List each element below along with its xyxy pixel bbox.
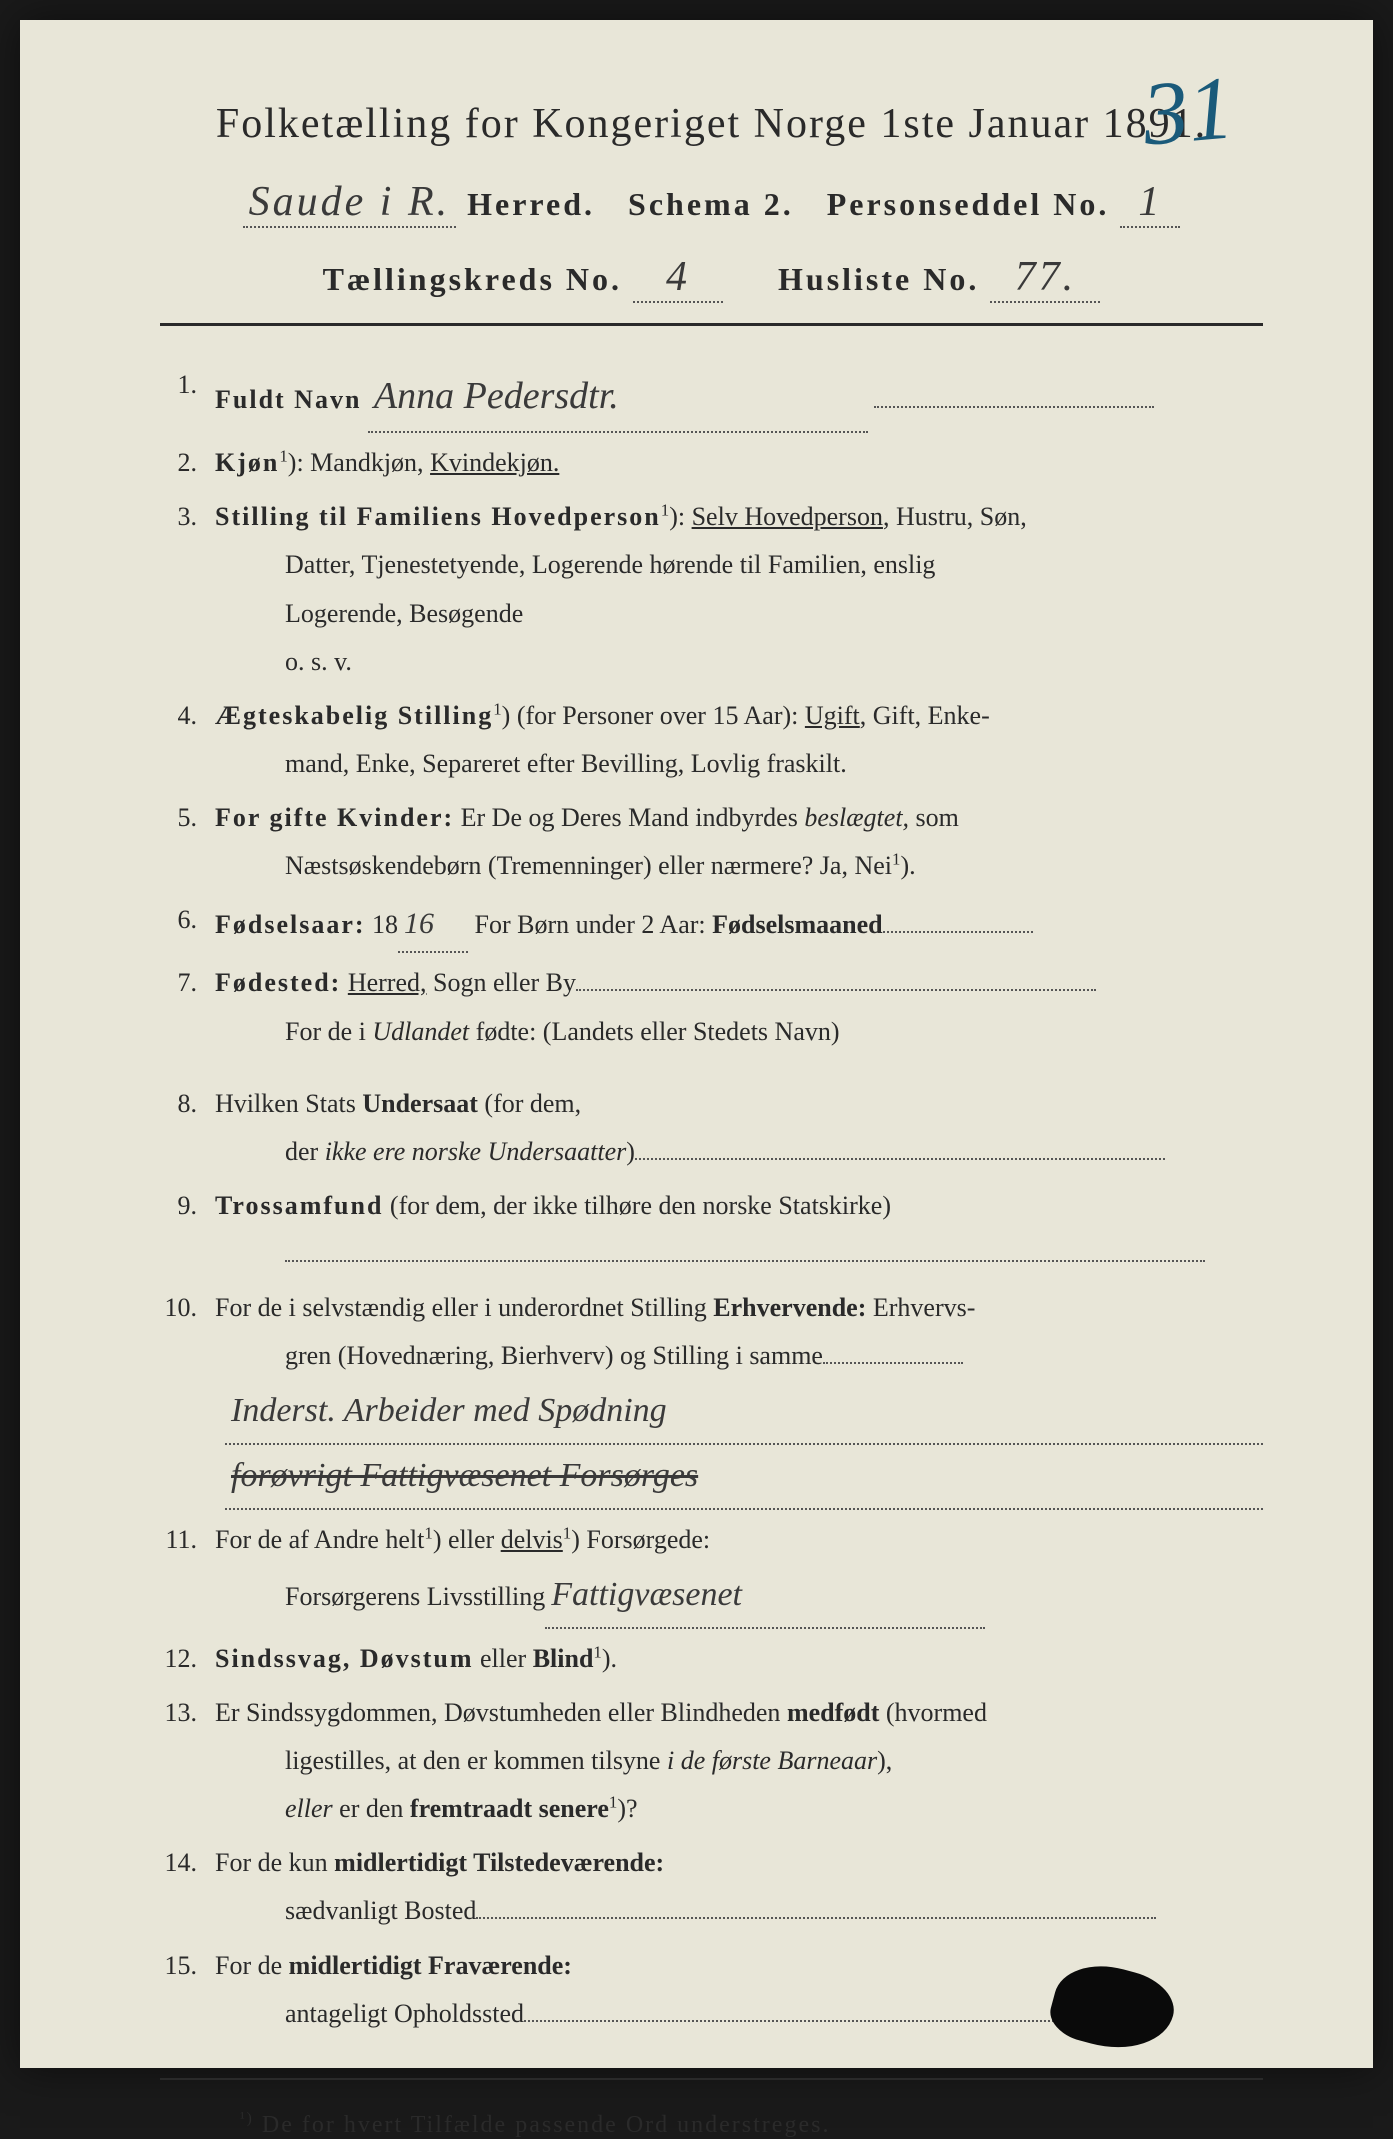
label-gifte-kvinder: For gifte Kvinder: bbox=[215, 803, 454, 832]
item-14-line2: sædvanligt Bosted bbox=[215, 1887, 1263, 1935]
item-5: 5. For gifte Kvinder: Er De og Deres Man… bbox=[160, 794, 1263, 890]
item-7-line2: For de i Udlandet fødte: (Landets eller … bbox=[215, 1008, 1263, 1056]
item-9: 9. Trossamfund (for dem, der ikke tilhør… bbox=[160, 1182, 1263, 1278]
personseddel-label: Personseddel No. bbox=[827, 186, 1110, 222]
item-13-line2: ligestilles, at den er kommen tilsyne i … bbox=[215, 1737, 1263, 1785]
item-13: 13. Er Sindssygdommen, Døvstumheden elle… bbox=[160, 1689, 1263, 1833]
item-13-line3: eller er den fremtraadt senere1)? bbox=[215, 1785, 1263, 1833]
label-aegteskab: Ægteskabelig Stilling bbox=[215, 701, 493, 730]
item-10-line2: gren (Hovednæring, Bierhverv) og Stillin… bbox=[215, 1332, 1263, 1380]
item-num: 10. bbox=[160, 1284, 215, 1510]
item-num: 14. bbox=[160, 1839, 215, 1935]
label-fuldt-navn: Fuldt Navn bbox=[215, 385, 361, 414]
kjon-text: ): Mandkjøn, bbox=[288, 448, 430, 477]
item-num: 5. bbox=[160, 794, 215, 890]
forsorger-hw: Fattigvæsenet bbox=[545, 1564, 985, 1629]
census-form-page: 31 Folketælling for Kongeriget Norge 1st… bbox=[20, 20, 1373, 2068]
item-num: 2. bbox=[160, 439, 215, 487]
herred-label: Herred. bbox=[467, 186, 595, 222]
item-3-line2: Datter, Tjenestetyende, Logerende hørend… bbox=[215, 541, 1263, 589]
corner-page-number: 31 bbox=[1139, 56, 1238, 166]
item-2: 2. Kjøn1): Mandkjøn, Kvindekjøn. bbox=[160, 439, 1263, 487]
husliste-label: Husliste No. bbox=[778, 261, 979, 297]
husliste-no: 77. bbox=[990, 253, 1100, 303]
schema-label: Schema 2. bbox=[628, 186, 794, 222]
item-14: 14. For de kun midlertidigt Tilstedevære… bbox=[160, 1839, 1263, 1935]
personseddel-no: 1 bbox=[1120, 178, 1180, 228]
aegteskab-selected: Ugift bbox=[805, 701, 860, 730]
stilling-selected: Selv Hovedperson bbox=[692, 502, 883, 531]
form-items: 1. Fuldt Navn Anna Pedersdtr. 2. Kjøn1):… bbox=[160, 361, 1263, 2038]
footnote: ¹) De for hvert Tilfælde passende Ord un… bbox=[160, 2110, 1263, 2139]
occupation-hw-1: Inderst. Arbeider med Spødning bbox=[225, 1380, 1263, 1445]
item-4-line2: mand, Enke, Separeret efter Bevilling, L… bbox=[215, 740, 1263, 788]
item-4: 4. Ægteskabelig Stilling1) (for Personer… bbox=[160, 692, 1263, 788]
item-num: 9. bbox=[160, 1182, 215, 1278]
item-7: 7. Fødested: Herred, Sogn eller By For d… bbox=[160, 959, 1263, 1055]
label-trossamfund: Trossamfund bbox=[215, 1191, 383, 1220]
header-line-3: Tællingskreds No. 4 Husliste No. 77. bbox=[160, 253, 1263, 303]
herred-handwritten: Saude i R. bbox=[243, 178, 456, 228]
form-header: Folketælling for Kongeriget Norge 1ste J… bbox=[160, 100, 1263, 303]
header-rule bbox=[160, 323, 1263, 326]
name-value: Anna Pedersdtr. bbox=[368, 361, 868, 433]
label-fodselsaar: Fødselsaar: bbox=[215, 910, 366, 939]
item-3-line4: o. s. v. bbox=[215, 638, 1263, 686]
fodested-selected: Herred, bbox=[348, 968, 427, 997]
item-num: 8. bbox=[160, 1080, 215, 1176]
item-3: 3. Stilling til Familiens Hovedperson1):… bbox=[160, 493, 1263, 685]
item-num: 13. bbox=[160, 1689, 215, 1833]
item-12: 12. Sindssvag, Døvstum eller Blind1). bbox=[160, 1635, 1263, 1683]
item-3-line3: Logerende, Besøgende bbox=[215, 590, 1263, 638]
item-num: 3. bbox=[160, 493, 215, 685]
kreds-label: Tællingskreds No. bbox=[323, 261, 622, 297]
item-8: 8. Hvilken Stats Undersaat (for dem, der… bbox=[160, 1080, 1263, 1176]
item-num: 6. bbox=[160, 896, 215, 953]
label-stilling: Stilling til Familiens Hovedperson bbox=[215, 502, 661, 531]
label-fodested: Fødested: bbox=[215, 968, 341, 997]
item-5-line2: Næstsøskendebørn (Tremenninger) eller næ… bbox=[215, 842, 1263, 890]
birth-year: 16 bbox=[398, 896, 468, 953]
item-num: 11. bbox=[160, 1516, 215, 1629]
footer-rule bbox=[160, 2078, 1263, 2080]
occupation-hw-2: forøvrigt Fattigvæsenet Forsørges bbox=[225, 1445, 1263, 1510]
form-title: Folketælling for Kongeriget Norge 1ste J… bbox=[160, 100, 1263, 148]
label-kjon: Kjøn bbox=[215, 448, 279, 477]
header-line-2: Saude i R. Herred. Schema 2. Personsedde… bbox=[160, 178, 1263, 228]
item-1: 1. Fuldt Navn Anna Pedersdtr. bbox=[160, 361, 1263, 433]
item-num: 15. bbox=[160, 1942, 215, 2038]
kreds-no: 4 bbox=[633, 253, 723, 303]
item-num: 4. bbox=[160, 692, 215, 788]
item-num: 12. bbox=[160, 1635, 215, 1683]
item-8-line2: der ikke ere norske Undersaatter) bbox=[215, 1128, 1263, 1176]
item-6: 6. Fødselsaar: 1816 For Børn under 2 Aar… bbox=[160, 896, 1263, 953]
item-11: 11. For de af Andre helt1) eller delvis1… bbox=[160, 1516, 1263, 1629]
item-10: 10. For de i selvstændig eller i underor… bbox=[160, 1284, 1263, 1510]
label-sindssvag: Sindssvag, Døvstum bbox=[215, 1644, 474, 1673]
kjon-selected: Kvindekjøn. bbox=[430, 448, 559, 477]
item-num: 7. bbox=[160, 959, 215, 1055]
item-num: 1. bbox=[160, 361, 215, 433]
item-11-line2: Forsørgerens LivsstillingFattigvæsenet bbox=[215, 1564, 1263, 1629]
